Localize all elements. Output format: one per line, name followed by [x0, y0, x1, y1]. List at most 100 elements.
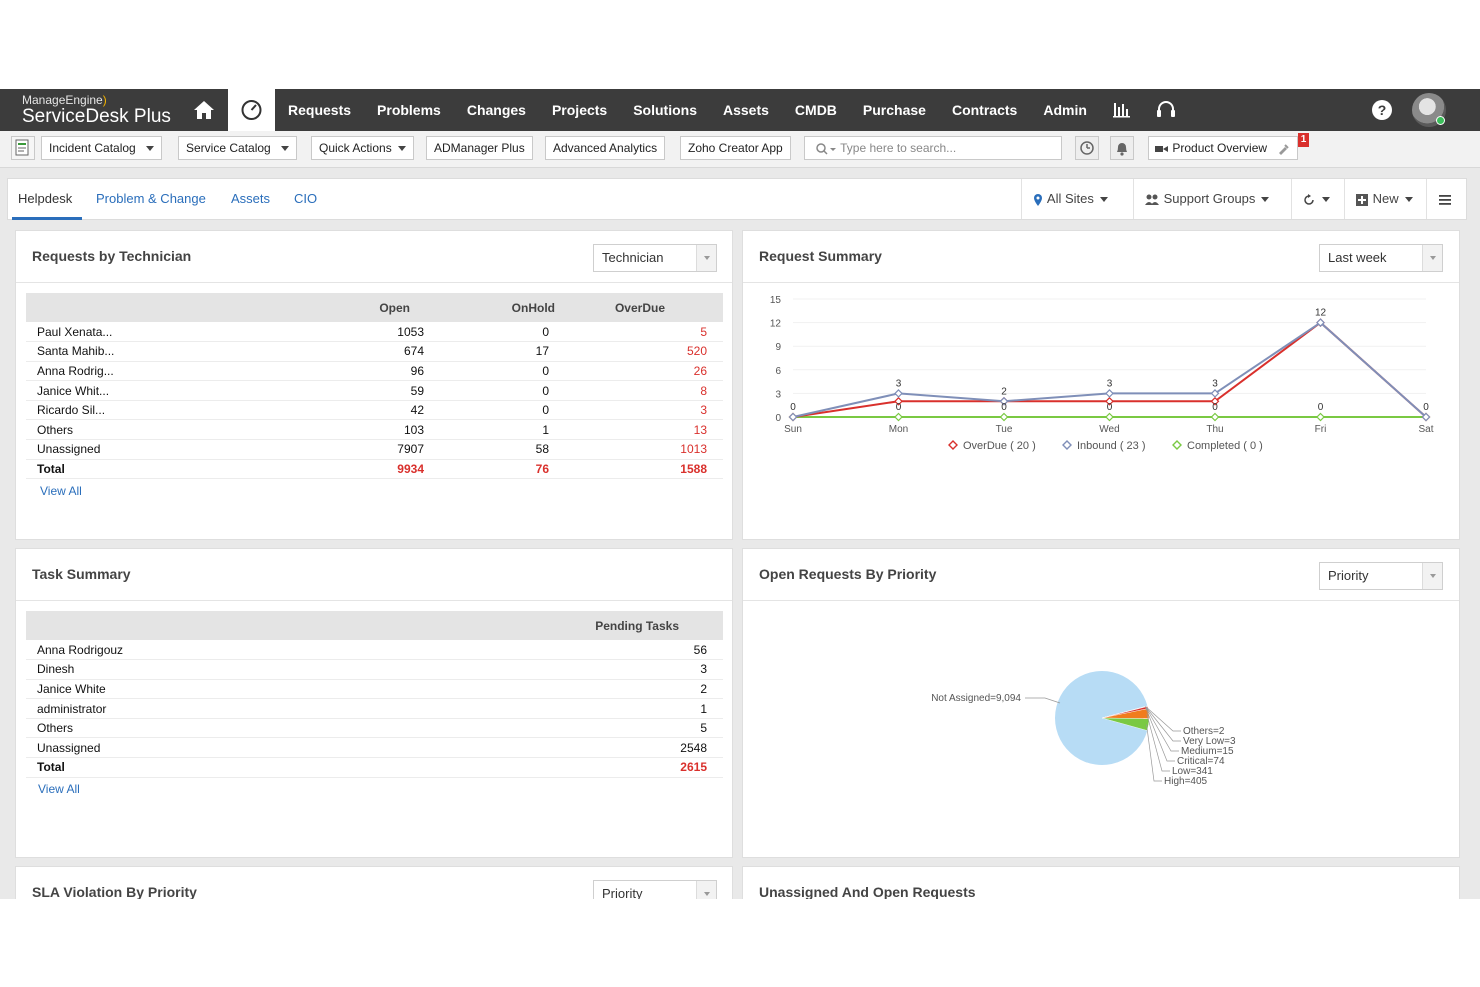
support-groups-dropdown[interactable]: Support Groups [1133, 179, 1279, 219]
table-row[interactable]: Anna Rodrigouz 56 [26, 640, 723, 661]
task-count[interactable]: 2548 [565, 737, 723, 759]
tab-cio[interactable]: CIO [294, 191, 318, 206]
table-row[interactable]: Ricardo Sil... 42 0 3 [26, 400, 723, 421]
total-overdue[interactable]: 1588 [565, 459, 723, 480]
refresh-dropdown[interactable] [1291, 179, 1340, 219]
header-open[interactable]: Open [250, 293, 440, 322]
overdue-count[interactable]: 520 [565, 341, 723, 362]
product-overview-button[interactable]: Product Overview [1148, 136, 1299, 160]
tab-helpdesk[interactable]: Helpdesk [18, 191, 73, 206]
onhold-count[interactable]: 0 [440, 322, 565, 343]
nav-solutions[interactable]: Solutions [633, 102, 697, 118]
view-all-link[interactable]: View All [40, 484, 82, 498]
tech-name: Santa Mahib... [26, 341, 250, 362]
table-row[interactable]: Others 5 [26, 718, 723, 739]
notification-badge[interactable]: 1 [1298, 133, 1309, 147]
chevron-down-icon [1422, 245, 1442, 271]
table-row[interactable]: Janice Whit... 59 0 8 [26, 380, 723, 401]
onhold-count[interactable]: 17 [440, 341, 565, 362]
scan-icon[interactable] [1075, 136, 1099, 160]
headset-icon[interactable] [1144, 89, 1188, 131]
priority-select[interactable]: Priority [1319, 562, 1443, 590]
nav-cmdb[interactable]: CMDB [794, 102, 837, 118]
open-count[interactable]: 59 [250, 380, 440, 401]
task-count[interactable]: 5 [565, 718, 723, 739]
table-row[interactable]: Paul Xenata... 1053 0 5 [26, 322, 723, 343]
total-label: Total [26, 459, 250, 480]
incident-catalog-button[interactable]: Incident Catalog [41, 136, 162, 160]
task-count[interactable]: 2 [565, 679, 723, 700]
tab-problem-change[interactable]: Problem & Change [96, 191, 206, 206]
total-onhold[interactable]: 76 [440, 459, 565, 480]
open-count[interactable]: 103 [250, 419, 440, 441]
zoho-creator-label: Zoho Creator App [688, 141, 783, 155]
data-label: 12 [1315, 308, 1327, 319]
header-overdue[interactable]: OverDue [565, 293, 723, 322]
total-count[interactable]: 2615 [565, 757, 723, 778]
dashboard-icon [241, 100, 262, 120]
overdue-count[interactable]: 13 [565, 419, 723, 441]
table-row[interactable]: Janice White 2 [26, 679, 723, 700]
overdue-count[interactable]: 1013 [565, 439, 723, 460]
nav-problems[interactable]: Problems [377, 102, 441, 118]
quick-actions-button[interactable]: Quick Actions [311, 136, 414, 160]
reports-icon[interactable] [1100, 89, 1144, 131]
tab-assets[interactable]: Assets [231, 191, 271, 206]
new-widget-dropdown[interactable]: New [1344, 179, 1423, 219]
open-count[interactable]: 96 [250, 361, 440, 382]
table-row[interactable]: administrator 1 [26, 698, 723, 719]
admanager-button[interactable]: ADManager Plus [426, 136, 533, 160]
sla-priority-select[interactable]: Priority [593, 880, 717, 899]
onhold-count[interactable]: 0 [440, 400, 565, 421]
help-icon[interactable]: ? [1372, 100, 1392, 120]
nav-changes[interactable]: Changes [466, 102, 526, 118]
zoho-creator-button[interactable]: Zoho Creator App [680, 136, 791, 160]
overdue-count[interactable]: 8 [565, 380, 723, 401]
task-count[interactable]: 1 [565, 698, 723, 719]
nav-purchase[interactable]: Purchase [862, 102, 926, 118]
open-count[interactable]: 7907 [250, 439, 440, 460]
service-catalog-button[interactable]: Service Catalog [178, 136, 297, 160]
onhold-count[interactable]: 0 [440, 361, 565, 382]
table-row[interactable]: Santa Mahib... 674 17 520 [26, 341, 723, 362]
task-count[interactable]: 56 [565, 640, 723, 661]
all-sites-dropdown[interactable]: All Sites [1021, 179, 1118, 219]
period-select[interactable]: Last week [1319, 244, 1443, 272]
total-open[interactable]: 9934 [250, 459, 440, 480]
onhold-count[interactable]: 1 [440, 419, 565, 441]
nav-requests[interactable]: Requests [288, 102, 352, 118]
advanced-analytics-button[interactable]: Advanced Analytics [545, 136, 666, 160]
search-input[interactable]: Type here to search... [804, 136, 1062, 160]
open-count[interactable]: 42 [250, 400, 440, 421]
table-row[interactable]: Others 103 1 13 [26, 419, 723, 441]
table-row[interactable]: Dinesh 3 [26, 659, 723, 680]
view-all-link[interactable]: View All [38, 782, 80, 796]
nav-contracts[interactable]: Contracts [951, 102, 1018, 118]
table-row[interactable]: Unassigned 2548 [26, 737, 723, 759]
bell-icon[interactable] [1110, 136, 1134, 160]
onhold-count[interactable]: 0 [440, 380, 565, 401]
task-count[interactable]: 3 [565, 659, 723, 680]
overdue-count[interactable]: 26 [565, 361, 723, 382]
header-onhold[interactable]: OnHold [440, 293, 565, 322]
header-pending-tasks[interactable]: Pending Tasks [565, 611, 723, 640]
y-tick-label: 3 [775, 389, 781, 400]
open-count[interactable]: 674 [250, 341, 440, 362]
table-row[interactable]: Anna Rodrig... 96 0 26 [26, 361, 723, 382]
avatar[interactable] [1412, 93, 1446, 127]
hamburger-menu-icon[interactable] [1426, 179, 1468, 219]
nav-projects[interactable]: Projects [551, 102, 608, 118]
technician-select[interactable]: Technician [593, 244, 717, 272]
overdue-count[interactable]: 5 [565, 322, 723, 343]
table-row[interactable]: Unassigned 7907 58 1013 [26, 439, 723, 460]
open-count[interactable]: 1053 [250, 322, 440, 343]
onhold-count[interactable]: 58 [440, 439, 565, 460]
overdue-count[interactable]: 3 [565, 400, 723, 421]
dashboard-tab[interactable] [228, 89, 275, 131]
new-request-icon[interactable] [11, 136, 35, 160]
nav-assets[interactable]: Assets [723, 102, 769, 118]
nav-admin[interactable]: Admin [1043, 102, 1087, 118]
home-icon[interactable] [192, 99, 216, 121]
brand-logo[interactable]: ManageEngine) ServiceDesk Plus [22, 93, 171, 127]
data-label: 0 [1423, 402, 1429, 413]
